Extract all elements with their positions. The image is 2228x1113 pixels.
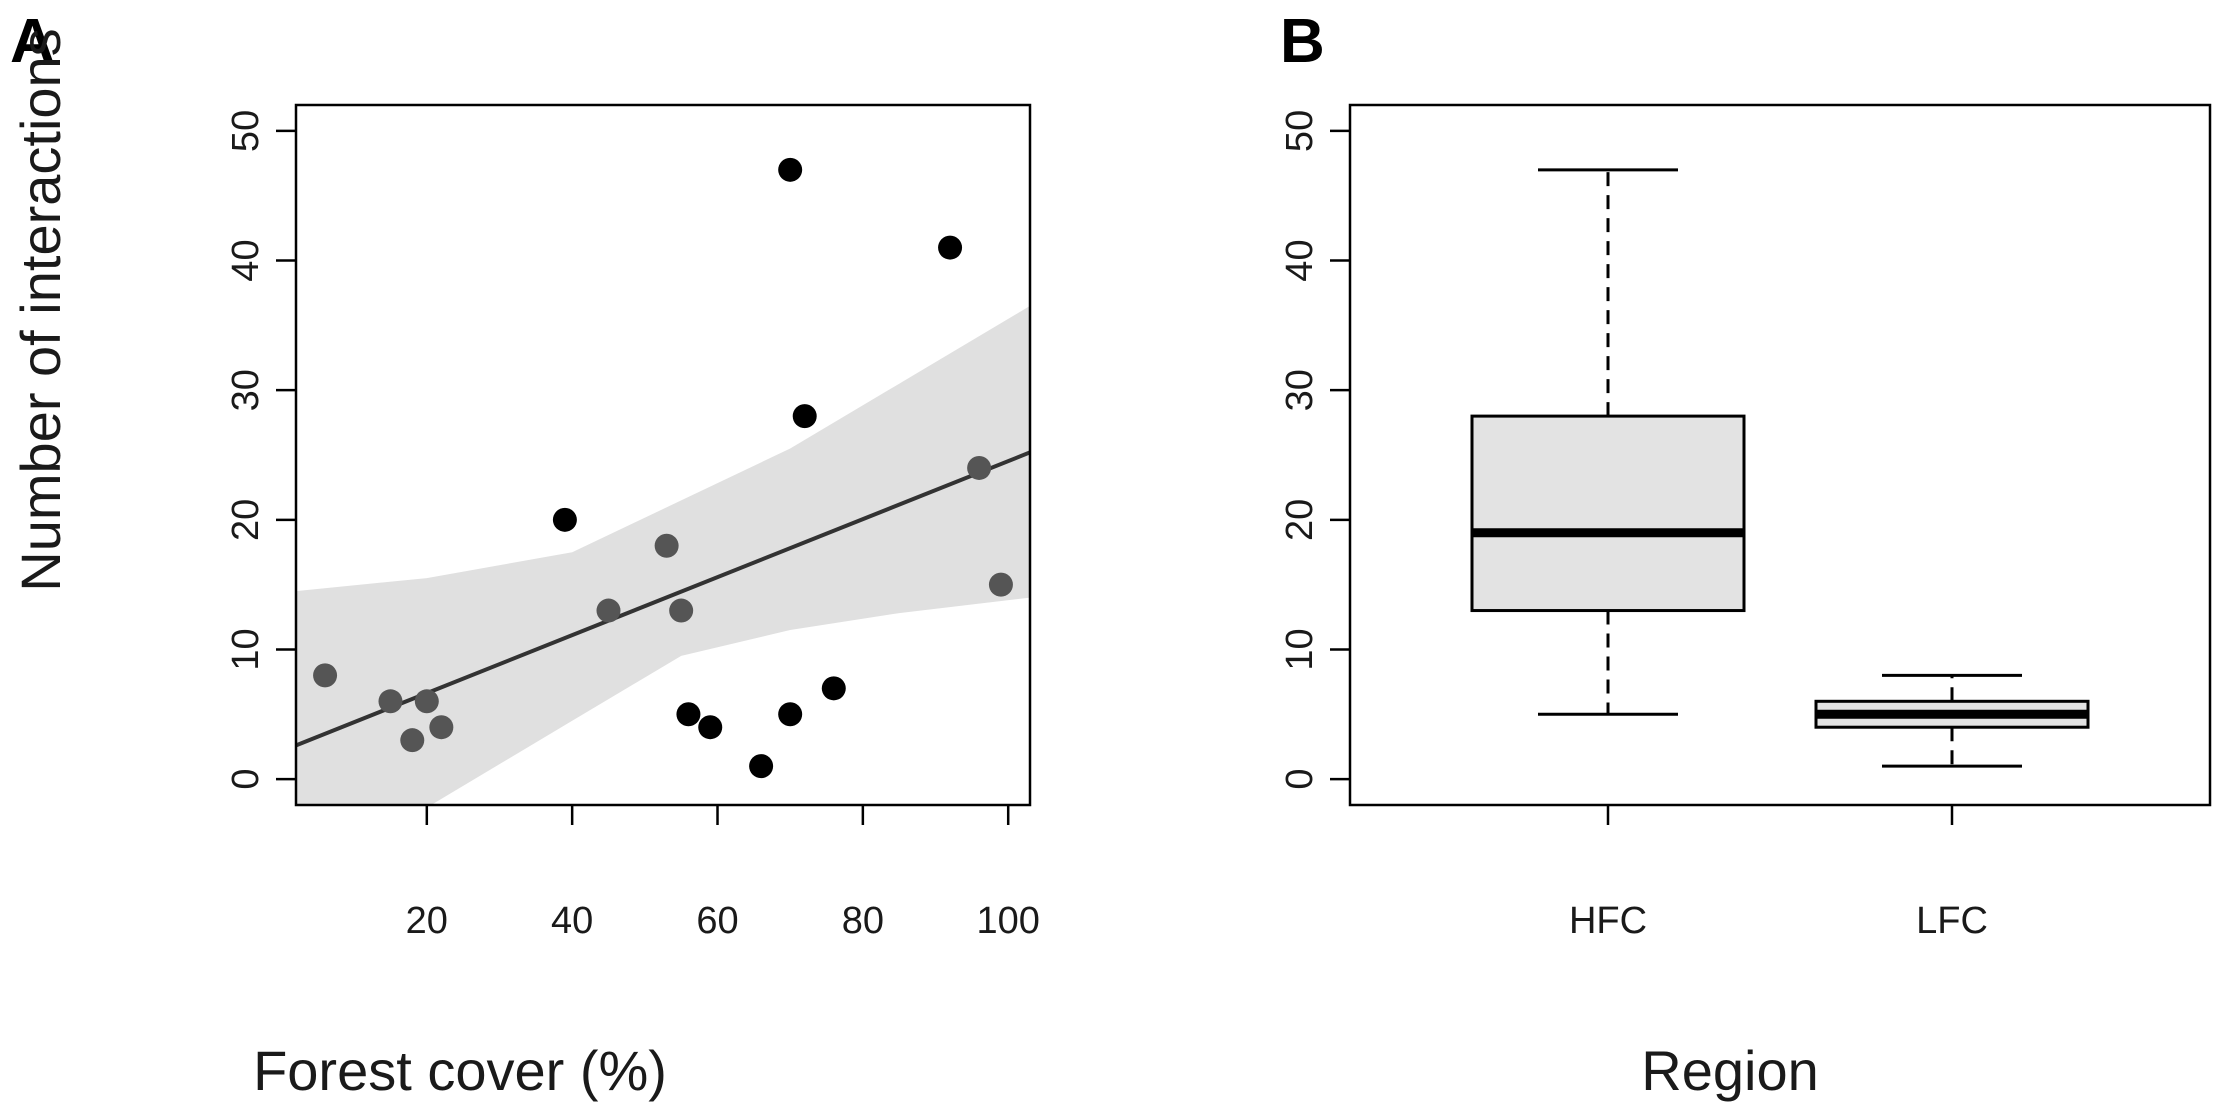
- scatter-point: [400, 728, 425, 753]
- scatter-point: [988, 572, 1013, 597]
- scatter-point: [792, 404, 817, 429]
- y-tick-label: 50: [1279, 110, 1321, 152]
- scatter-point: [778, 702, 803, 727]
- scatter-point: [669, 598, 694, 623]
- plot-frame-a: [294, 103, 1032, 807]
- panel-b-letter: B: [1280, 7, 1325, 76]
- y-tick-label: 50: [225, 110, 267, 152]
- plot-border-b: [1348, 103, 2212, 807]
- x-axis-a: 20 40 60 80 100: [406, 805, 1040, 942]
- scatter-point: [596, 598, 621, 623]
- y-tick-label: 10: [1279, 628, 1321, 670]
- y-axis-a: 0 10 20 30 40 50: [225, 110, 296, 790]
- y-tick-label: 0: [225, 769, 267, 790]
- scatter-point: [676, 702, 701, 727]
- plot-frame-b: [1348, 103, 2212, 807]
- x-tick-label: 100: [976, 900, 1039, 942]
- x-axis-title-a: Forest cover (%): [253, 1039, 667, 1102]
- scatter-point: [938, 235, 963, 260]
- x-axis-b: HFC LFC: [1569, 805, 1988, 942]
- y-tick-label: 0: [1279, 769, 1321, 790]
- x-tick-label: 80: [842, 900, 884, 942]
- x-axis-title-b: Region: [1641, 1039, 1818, 1102]
- x-tick-label: 20: [406, 900, 448, 942]
- scatter-point: [378, 689, 403, 714]
- category-label: LFC: [1916, 900, 1988, 942]
- y-tick-label: 20: [225, 499, 267, 541]
- y-tick-label: 40: [225, 239, 267, 281]
- y-tick-label: 40: [1279, 239, 1321, 281]
- y-axis-b: 0 10 20 30 40 50: [1279, 110, 1350, 790]
- scatter-point: [778, 157, 803, 182]
- scatter-point: [654, 533, 679, 558]
- y-tick-label: 30: [1279, 369, 1321, 411]
- panel-b: B 0 10 20 30 40 50 HFC LFC Region: [1279, 7, 2212, 1102]
- scatter-point: [967, 455, 992, 480]
- panel-a-letter: A: [10, 7, 55, 76]
- scatter-point: [313, 663, 338, 688]
- plot-border-a: [294, 103, 1032, 807]
- y-tick-label: 20: [1279, 499, 1321, 541]
- scatter-point: [698, 715, 723, 740]
- category-label: HFC: [1569, 900, 1647, 942]
- panel-a: A 0 10 20 30 40 50 20 40 60 80 100 Forest cover (…: [9, 7, 1040, 1102]
- y-tick-label: 10: [225, 628, 267, 670]
- y-axis-title-a: Number of interactions: [9, 28, 72, 591]
- box-iqr: [1470, 414, 1746, 613]
- scatter-point: [749, 754, 774, 779]
- x-tick-label: 60: [696, 900, 738, 942]
- y-tick-label: 30: [225, 369, 267, 411]
- x-tick-label: 40: [551, 900, 593, 942]
- scatter-point: [821, 676, 846, 701]
- scatter-point: [414, 689, 439, 714]
- boxplot-layer: [1470, 168, 2090, 768]
- scatter-points-layer: [313, 157, 1013, 779]
- scatter-point: [429, 715, 454, 740]
- scatter-point: [552, 507, 577, 532]
